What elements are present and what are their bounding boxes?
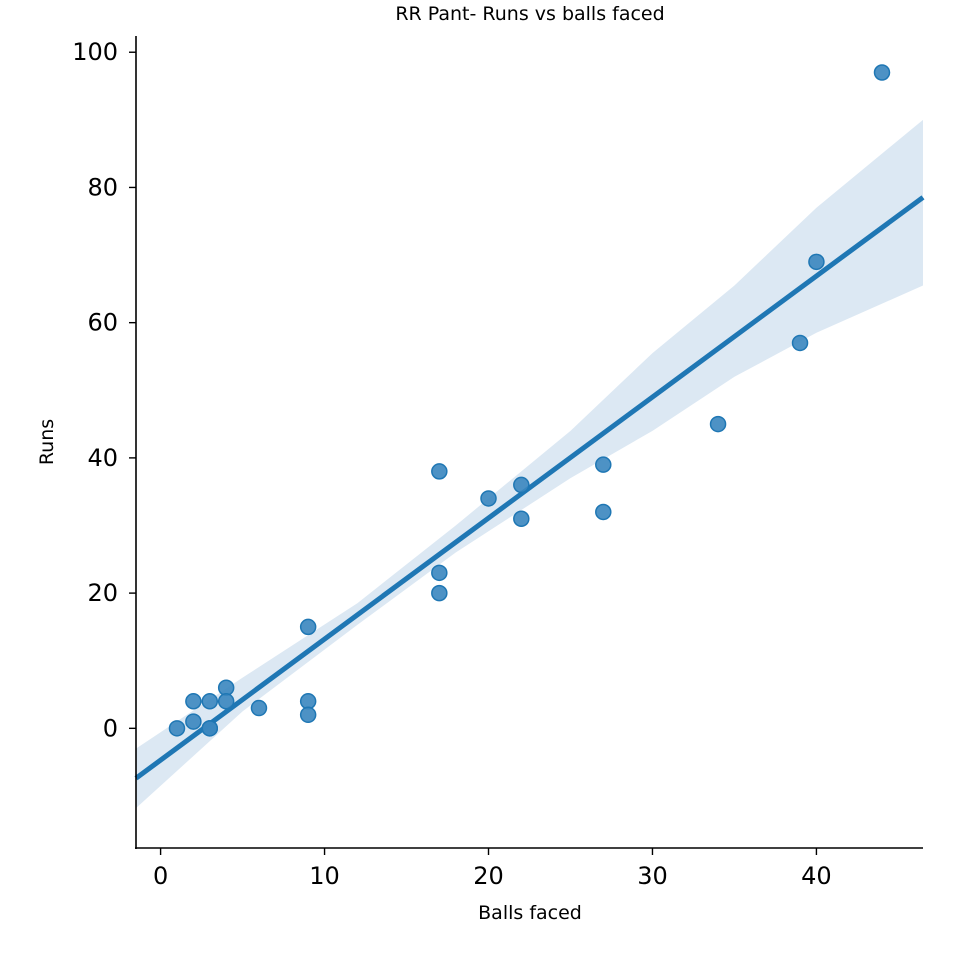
y-tick-label: 20 bbox=[87, 579, 118, 607]
data-point bbox=[185, 693, 202, 710]
data-point bbox=[217, 693, 235, 710]
x-tick-label: 30 bbox=[637, 862, 668, 890]
data-point bbox=[168, 720, 186, 737]
data-point bbox=[595, 503, 612, 521]
data-point bbox=[201, 720, 219, 737]
data-point bbox=[431, 463, 448, 480]
y-tick-label: 40 bbox=[87, 444, 118, 472]
data-point bbox=[201, 693, 219, 710]
chart-title: RR Pant- Runs vs balls faced bbox=[395, 3, 664, 25]
data-point bbox=[250, 699, 268, 717]
x-tick-label: 0 bbox=[153, 862, 168, 890]
data-point bbox=[513, 510, 530, 527]
data-point bbox=[480, 490, 497, 507]
data-point bbox=[595, 456, 612, 473]
data-point bbox=[299, 693, 317, 710]
data-point bbox=[299, 618, 317, 636]
data-point bbox=[299, 706, 317, 724]
data-point bbox=[791, 334, 809, 352]
x-axis-label: Balls faced bbox=[478, 902, 582, 924]
data-point bbox=[217, 679, 235, 697]
y-tick-label: 0 bbox=[103, 714, 118, 742]
regression-line bbox=[134, 195, 925, 781]
data-point bbox=[185, 713, 202, 730]
y-axis-label: Runs bbox=[36, 419, 58, 465]
data-point bbox=[873, 64, 891, 81]
data-point bbox=[513, 476, 530, 494]
data-point bbox=[431, 564, 448, 582]
x-tick-label: 10 bbox=[309, 862, 340, 890]
x-tick-label: 20 bbox=[473, 862, 504, 890]
y-tick-label: 60 bbox=[87, 309, 118, 337]
data-point bbox=[709, 415, 727, 433]
y-tick-label: 100 bbox=[72, 38, 118, 66]
data-point bbox=[808, 253, 825, 271]
x-tick-label: 40 bbox=[801, 862, 832, 890]
y-tick-label: 80 bbox=[87, 173, 118, 201]
data-point bbox=[431, 584, 448, 602]
